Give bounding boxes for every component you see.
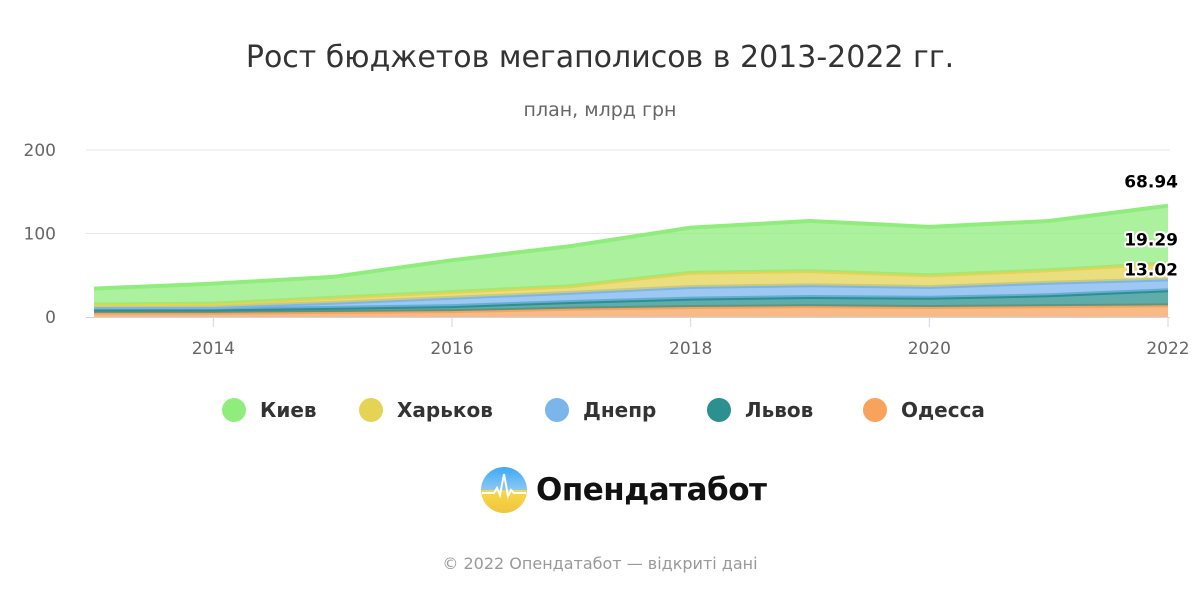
y-tick-label: 200 <box>24 141 56 161</box>
logo-text: Опендатабот <box>536 472 767 508</box>
line-Киев <box>93 203 1169 291</box>
area-Киев <box>94 205 1168 305</box>
legend-label: Одесса <box>901 398 985 422</box>
legend-label: Харьков <box>397 398 493 422</box>
y-tick-label: 0 <box>45 308 56 328</box>
legend-marker <box>222 398 246 422</box>
legend: Киев Харьков Днепр Львов Одесса <box>0 398 1200 430</box>
chart-subtitle: план, млрд грн <box>524 99 677 121</box>
x-tick-label: 2018 <box>669 339 712 359</box>
legend-marker <box>359 398 383 422</box>
legend-item-Львов[interactable]: Львов <box>707 398 813 422</box>
data-label: 13.02 <box>1124 260 1178 280</box>
credits[interactable]: © 2022 Опендатабот — відкриті дані <box>442 554 758 573</box>
legend-item-Киев[interactable]: Киев <box>222 398 317 422</box>
data-label: 68.94 <box>1124 173 1178 193</box>
opendatabot-sun-icon <box>481 467 527 513</box>
x-tick-label: 2016 <box>430 339 473 359</box>
legend-label: Днепр <box>583 398 657 422</box>
x-tick-label: 2014 <box>192 339 235 359</box>
x-tick-label: 2022 <box>1146 339 1189 359</box>
data-label: 19.29 <box>1124 230 1178 250</box>
logo: Опендатабот <box>480 466 767 514</box>
y-tick-label: 100 <box>24 225 56 245</box>
chart-title: Рост бюджетов мегаполисов в 2013-2022 гг… <box>246 40 954 75</box>
legend-marker <box>863 398 887 422</box>
legend-marker <box>545 398 569 422</box>
legend-label: Киев <box>260 398 317 422</box>
legend-item-Днепр[interactable]: Днепр <box>545 398 656 422</box>
legend-marker <box>707 398 731 422</box>
legend-item-Харьков[interactable]: Харьков <box>359 398 493 422</box>
legend-item-Одесса[interactable]: Одесса <box>863 398 985 422</box>
legend-label: Львов <box>745 398 814 422</box>
x-tick-label: 2020 <box>908 339 951 359</box>
